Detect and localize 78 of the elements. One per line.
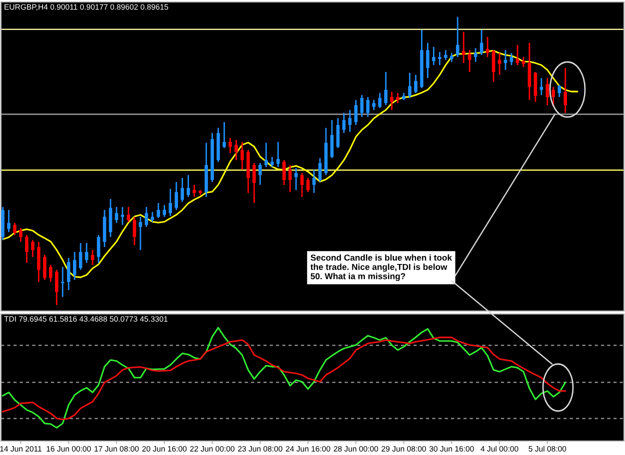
candlestick <box>456 16 460 58</box>
candlestick <box>31 239 34 258</box>
candlestick <box>37 241 40 283</box>
candlestick <box>558 84 562 98</box>
candlestick <box>336 117 340 149</box>
candlestick <box>186 174 190 198</box>
candlestick <box>78 242 82 271</box>
candlestick <box>366 96 370 118</box>
candlestick <box>264 142 268 168</box>
candlestick <box>342 112 346 134</box>
candlestick <box>384 71 388 106</box>
candlestick <box>180 177 184 203</box>
candlestick <box>174 181 178 211</box>
candlestick <box>240 141 244 171</box>
candlestick <box>282 159 286 186</box>
candlestick <box>354 99 358 126</box>
candlestick <box>306 177 310 193</box>
candlestick <box>390 91 394 111</box>
candlestick <box>288 164 292 193</box>
candlestick <box>294 167 298 191</box>
candlestick <box>360 94 364 118</box>
candlestick <box>474 47 478 63</box>
candlestick <box>144 206 148 228</box>
candlestick <box>426 42 430 79</box>
candlestick <box>552 86 556 108</box>
candlestick <box>564 67 567 114</box>
candlestick <box>444 49 448 61</box>
candlestick <box>228 137 232 154</box>
candlestick <box>318 157 322 183</box>
candlestick <box>468 49 472 73</box>
candlestick <box>546 77 550 106</box>
candlestick <box>19 227 22 243</box>
candlestick <box>13 222 16 236</box>
candlestick <box>222 121 226 149</box>
candlestick <box>414 74 418 94</box>
candlestick <box>480 29 484 56</box>
candlestick <box>55 269 58 306</box>
candlestick <box>348 109 352 133</box>
candlestick <box>462 31 466 64</box>
candlestick <box>25 234 28 264</box>
candlestick <box>330 119 334 159</box>
candlestick <box>60 266 64 298</box>
candlestick <box>162 204 166 218</box>
candlestick <box>234 139 238 161</box>
candlestick <box>372 99 376 111</box>
candlestick <box>132 216 136 246</box>
candlestick <box>492 49 496 83</box>
candlestick <box>156 202 160 219</box>
candlestick <box>276 141 280 168</box>
candlestick <box>138 216 142 251</box>
candlestick <box>7 209 10 233</box>
candlestick <box>408 72 412 99</box>
candlestick <box>522 56 526 68</box>
candlestick <box>396 92 400 104</box>
candlestick <box>96 234 100 264</box>
candlestick <box>486 36 490 58</box>
candlestick <box>528 42 532 101</box>
candlestick <box>498 52 502 76</box>
candlestick <box>516 44 520 66</box>
candlestick <box>192 184 196 198</box>
candlestick <box>66 257 70 291</box>
candlestick <box>300 172 304 198</box>
candlestick <box>540 77 544 96</box>
candlestick <box>312 169 316 194</box>
candlestick <box>438 51 442 66</box>
candlestick <box>49 264 52 283</box>
annotation: Second Candle is blue when i took the trade. Nice angle,TDI is below 50. What ia m missing? <box>310 254 452 281</box>
candlestick <box>168 188 172 217</box>
candlestick <box>252 162 256 204</box>
candlestick <box>534 71 538 103</box>
candlestick <box>510 52 514 66</box>
candlestick <box>43 254 46 281</box>
candlestick <box>84 242 88 264</box>
candlestick <box>378 92 382 109</box>
candlestick <box>72 251 76 281</box>
candlestick <box>432 46 436 66</box>
candlestick <box>114 206 118 224</box>
candlestick <box>258 162 262 186</box>
